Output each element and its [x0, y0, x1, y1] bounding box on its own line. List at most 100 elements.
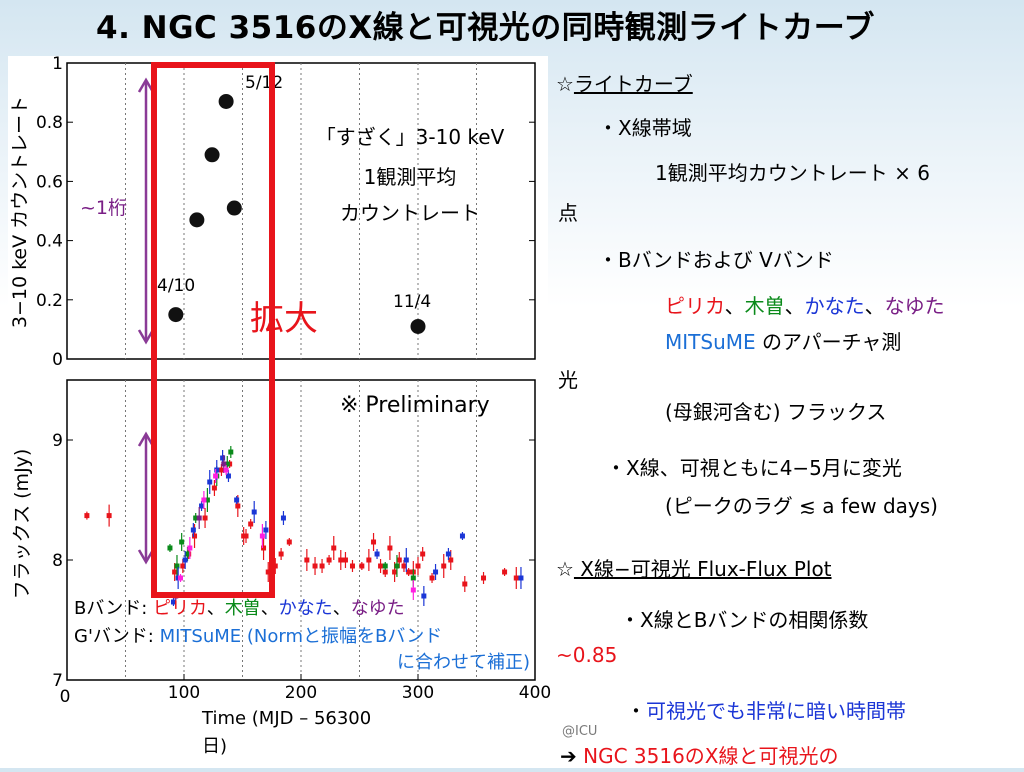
- ff-heading: X線−可視光 Flux-Flux Plot: [573, 557, 832, 581]
- optical-flux-point: [319, 563, 325, 569]
- dim-bullet: 可視光でも非常に暗い時間帯: [646, 699, 906, 723]
- bottom-x-tick-label: 400: [519, 683, 551, 703]
- lc-heading-row: ☆ライトカーブ: [556, 68, 693, 97]
- bottom-plot-y-ticks: 7 8 9: [52, 431, 535, 691]
- optical-flux-point: [202, 515, 208, 521]
- optical-flux-point: [394, 563, 400, 569]
- legend-g-band: G'バンド: MITSuME (Normと振幅をBバンド: [74, 626, 442, 647]
- xray-count-rate-point: [168, 307, 184, 323]
- bottom-x-tick-label: 0: [60, 687, 71, 707]
- optical-flux-point: [278, 551, 284, 557]
- optical-flux-point: [518, 575, 524, 581]
- x-axis-label-line1: Time (MJD – 56300: [201, 708, 371, 729]
- optical-flux-point: [185, 551, 191, 557]
- bottom-plot-grid: [125, 380, 477, 680]
- date-label-last: 11/4: [393, 292, 431, 312]
- optical-flux-point: [420, 551, 426, 557]
- optical-flux-point: [235, 503, 241, 509]
- lag-note: (ピークのラグ ≲ a few days): [665, 494, 938, 518]
- optical-flux-point: [382, 569, 388, 575]
- optical-flux-point: [201, 497, 207, 503]
- x-axis-label-line2: 日): [202, 736, 227, 757]
- optical-flux-point: [221, 461, 227, 467]
- legend-sep3: 、: [333, 598, 351, 619]
- optical-flux-point: [359, 563, 365, 569]
- optical-flux-point: [445, 551, 451, 557]
- optical-flux-point: [207, 479, 213, 485]
- optical-flux-point: [371, 539, 377, 545]
- optical-flux-point: [218, 467, 224, 473]
- footer-tag: @ICU: [562, 724, 598, 739]
- optical-flux-point: [304, 557, 310, 563]
- optical-flux-point: [272, 563, 278, 569]
- top-plot-y-ticks: 0 0.2 0.4 0.6 0.8 1: [36, 54, 535, 370]
- top-plot-grid: [125, 63, 477, 359]
- zoom-highlight-box: [151, 62, 275, 598]
- legend-g-text-line2: に合わせて補正): [397, 652, 530, 673]
- optical-flux-point: [448, 557, 454, 563]
- top-plot-points: [168, 93, 426, 334]
- top-y-tick-label: 0: [52, 350, 63, 370]
- legend-g-prefix: G'バンド:: [74, 626, 160, 647]
- observatories-line: ピリカ、木曽、かなた、なゆた: [665, 290, 945, 319]
- optical-flux-point: [261, 545, 267, 551]
- bottom-x-tick-label: 100: [168, 683, 200, 703]
- optical-flux-point: [172, 569, 178, 575]
- range-label: ~1桁: [80, 197, 127, 219]
- lc-heading: ライトカーブ: [573, 72, 693, 96]
- optical-flux-point: [415, 563, 421, 569]
- dim-bullet-row: ・可視光でも非常に暗い時間帯: [626, 695, 906, 724]
- optical-flux-point: [196, 515, 202, 521]
- optical-flux-point: [406, 569, 412, 575]
- optical-flux-point: [286, 539, 292, 545]
- host-flux-line: (母銀河含む) フラックス: [665, 400, 887, 424]
- variability-bullet: ・X線、可視ともに4−5月に変光: [606, 456, 902, 480]
- optical-flux-point: [387, 545, 393, 551]
- xray-count-rate-point: [410, 318, 426, 334]
- light-curve-svg: 0 0.2 0.4 0.6 0.8 1 7 8 9 0 100 200 300 400 3−10 ke…: [8, 54, 551, 768]
- date-label-first: 4/10: [157, 276, 195, 296]
- mitsume-line: MITSuME のアパーチャ測: [665, 326, 901, 355]
- suzaku-annotation-line1: 「すざく」3-10 keV: [316, 125, 505, 149]
- corr-bullet: ・X線とBバンドの相関係数: [620, 608, 869, 632]
- optical-flux-point: [190, 527, 196, 533]
- xray-detail: 1観測平均カウントレート × 6: [655, 161, 930, 185]
- bottom-y-tick-label: 8: [52, 551, 63, 571]
- optical-flux-point: [331, 545, 337, 551]
- bottom-y-tick-label: 7: [52, 671, 63, 691]
- zoom-label: 拡大: [250, 299, 318, 339]
- legend-b-band: Bバンド: ピリカ、木曽、かなた、なゆた: [74, 598, 405, 619]
- conclusion-row: ➔ NGC 3516のX線と可視光の: [560, 740, 839, 769]
- aperture-text: のアパーチャ測: [755, 330, 902, 354]
- xray-detail-wrap: 点: [558, 201, 578, 225]
- preliminary-label: ※ Preliminary: [340, 393, 490, 418]
- optical-flux-point: [312, 563, 318, 569]
- optical-flux-point: [243, 533, 249, 539]
- optical-flux-point: [167, 545, 173, 551]
- obs-kanata: かなた: [804, 294, 865, 318]
- top-y-tick-label: 0.2: [36, 291, 63, 311]
- optical-flux-point: [170, 599, 176, 605]
- xray-count-rate-point: [189, 212, 205, 228]
- obs-nayuta: なゆた: [884, 294, 945, 318]
- optical-flux-point: [220, 455, 226, 461]
- obs-pirika: ピリカ: [665, 294, 725, 318]
- optical-flux-point: [192, 533, 198, 539]
- optical-flux-point: [403, 557, 409, 563]
- light-curve-figure: 0 0.2 0.4 0.6 0.8 1 7 8 9 0 100 200 300 400 3−10 ke…: [0, 52, 552, 768]
- optical-flux-point: [174, 563, 180, 569]
- optical-flux-point: [421, 593, 427, 599]
- xray-count-rate-point: [204, 147, 220, 163]
- obs-comma3: 、: [864, 294, 885, 318]
- bottom-y-axis-label: フラックス (mJy): [11, 449, 33, 600]
- slide-title: 4. NGC 3516のX線と可視光の同時観測ライトカーブ: [96, 10, 875, 46]
- optical-flux-point: [223, 467, 229, 473]
- legend-kiso: 木曽: [225, 598, 261, 619]
- optical-flux-point: [84, 513, 90, 519]
- obs-comma1: 、: [724, 294, 745, 318]
- optical-flux-point: [326, 557, 332, 563]
- optical-flux-point: [259, 533, 265, 539]
- optical-flux-point: [179, 539, 185, 545]
- optical-flux-point: [374, 551, 380, 557]
- optical-flux-point: [349, 563, 355, 569]
